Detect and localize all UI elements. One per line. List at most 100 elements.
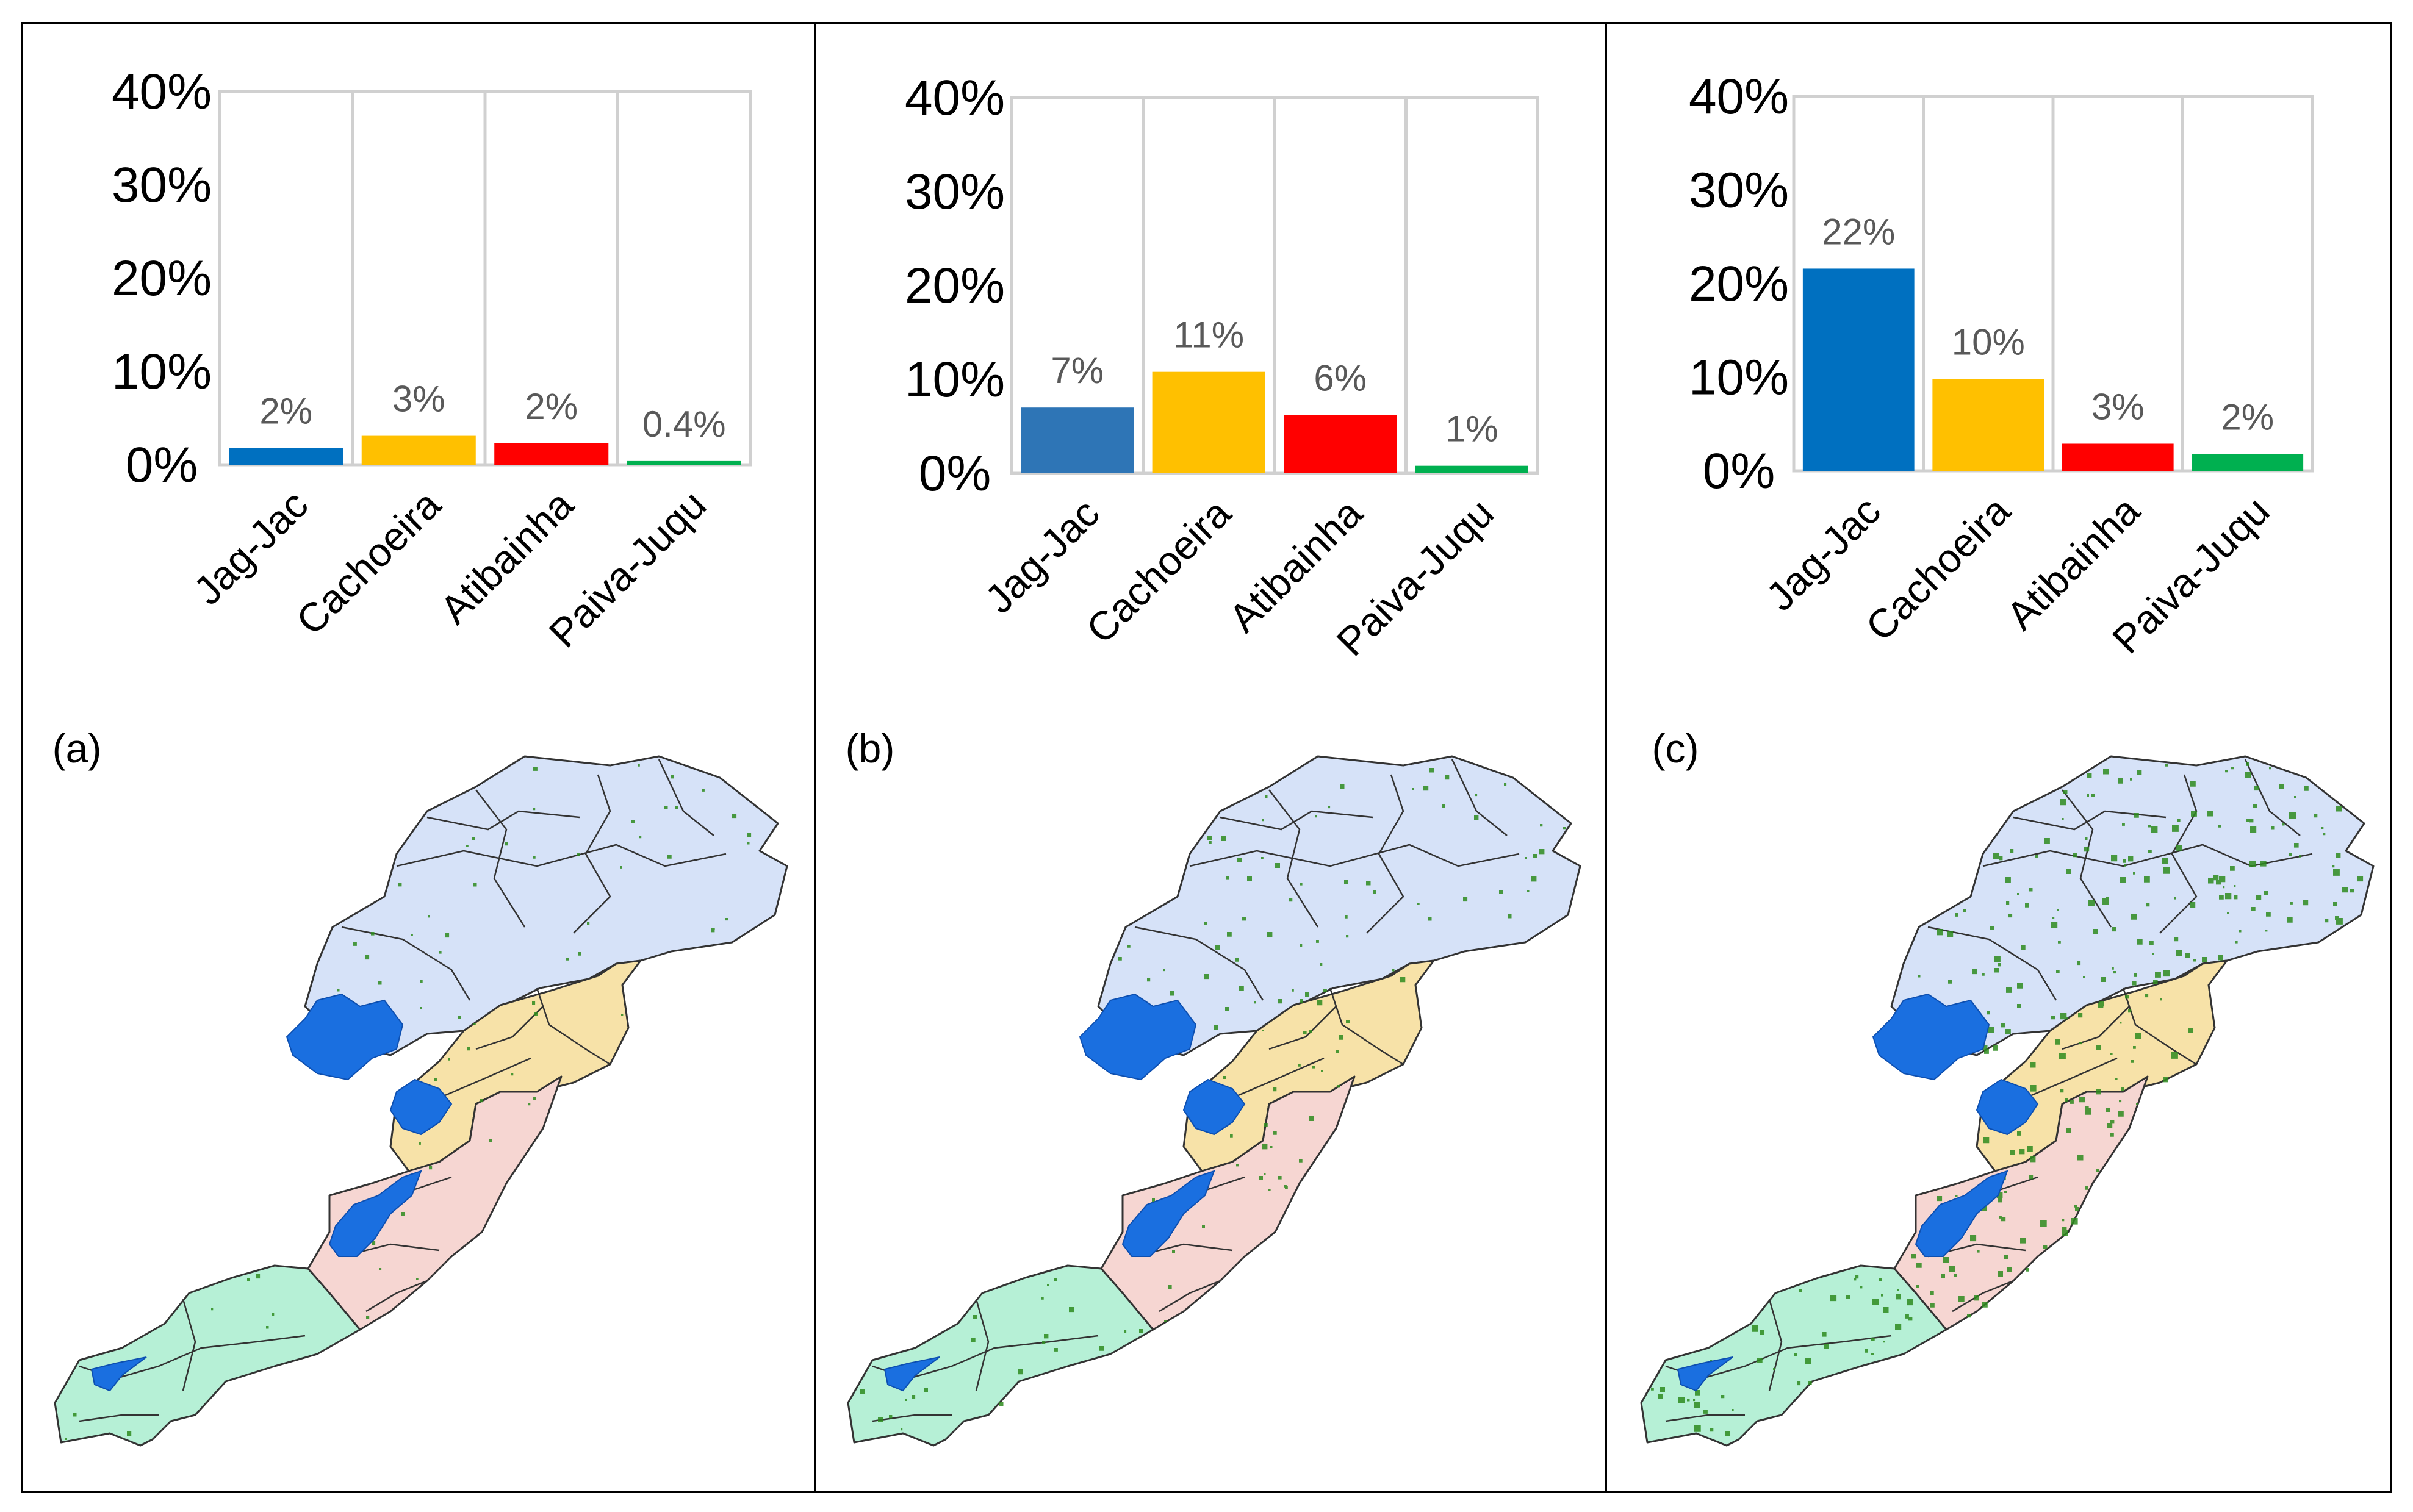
watershed-blue [304,755,788,1056]
watershed-blue [1097,755,1581,1056]
sub-basin-boundary [1927,926,2057,1001]
bar-atibainha [2062,443,2174,471]
sub-basin-boundary [2159,774,2198,934]
y-tick-label: 10% [1689,350,1789,406]
y-tick-label: 0% [126,437,198,493]
sub-basin-boundary [1189,844,1520,867]
reservoir [1677,1356,1733,1392]
y-tick-label: 0% [919,446,991,501]
sub-basin-boundary [2025,1057,2118,1099]
sub-basin-boundary [1268,1006,1337,1050]
panel-frame-c [1605,22,2392,1493]
x-tick-label: Jag-Jac [976,490,1108,622]
panel-label: (b) [846,726,895,771]
reservoir [1976,1078,2039,1136]
y-tick-label: 20% [112,251,212,306]
sub-basin-boundary [439,1057,531,1099]
chart-a: 0%10%20%30%40%2%Jag-Jac3%Cachoeira2%Atib… [52,64,752,771]
data-label: 2% [2221,396,2274,437]
reservoir [1182,1078,1246,1136]
reservoir [286,993,404,1081]
sub-basin-boundary [1232,1057,1325,1099]
watershed-green [54,1264,361,1447]
reservoir [883,1356,940,1392]
y-tick-label: 10% [905,352,1005,407]
bar-paiva-juqu [627,460,741,465]
sub-basin-boundary [975,1299,990,1391]
sub-basin-boundary [475,789,526,928]
reservoir [389,1078,453,1136]
x-tick-label: Jag-Jac [185,482,317,614]
reservoir [1079,993,1197,1081]
y-tick-label: 40% [112,64,212,120]
sub-basin-boundary [1366,774,1404,934]
sub-basin-boundary [1768,1299,1783,1391]
bar-jag-jac [229,448,343,465]
sub-basin-boundary [1159,1280,1221,1313]
reservoir [1121,1170,1215,1257]
y-tick-label: 40% [905,70,1005,126]
panel-label: (c) [1652,726,1699,771]
sub-basin-boundary [396,844,727,867]
x-tick-label: Jag-Jac [1757,488,1889,620]
sub-basin-boundary [1220,810,1373,831]
map-c [1640,755,2375,1447]
bar-jag-jac [1802,268,1915,471]
y-tick-label: 20% [905,258,1005,314]
bar-atibainha [494,443,609,465]
x-tick-label: Cachoeira [287,481,449,643]
sub-basin-boundary [475,1006,544,1050]
data-label: 2% [525,386,578,427]
chart-b: 0%10%20%30%40%7%Jag-Jac11%Cachoeira6%Ati… [846,70,1539,771]
data-label: 2% [259,390,312,431]
data-label: 1% [1445,409,1498,450]
y-tick-label: 10% [112,344,212,399]
panel-label: (a) [52,726,102,771]
sub-basin-boundary [1952,1280,2014,1313]
y-tick-label: 0% [1703,443,1775,499]
bar-atibainha [1284,415,1397,473]
data-label: 7% [1051,350,1104,391]
data-label: 22% [1822,211,1895,252]
reservoir [1915,1170,2008,1257]
reservoir [328,1170,422,1257]
y-tick-label: 30% [1689,163,1789,218]
sub-basin-boundary [2062,789,2112,928]
y-tick-label: 30% [112,157,212,213]
map-a [54,755,788,1447]
watershed-pink [1100,1075,1356,1331]
watershed-pink [1893,1075,2149,1331]
bar-paiva-juqu [2192,454,2304,471]
chart-c: 0%10%20%30%40%22%Jag-Jac10%Cachoeira3%At… [1652,69,2314,771]
sub-basin-boundary [79,1414,159,1422]
y-tick-label: 30% [905,164,1005,220]
bar-jag-jac [1021,407,1134,473]
y-tick-label: 20% [1689,256,1789,312]
data-label: 0.4% [642,404,726,445]
data-label: 10% [1952,322,2025,363]
data-label: 11% [1173,315,1244,356]
map-b [847,755,1581,1447]
data-label: 3% [392,379,445,420]
y-tick-label: 40% [1689,69,1789,124]
data-label: 3% [2091,386,2145,427]
sub-basin-boundary [658,759,714,836]
sub-basin-boundary [1451,759,1508,836]
sub-basin-boundary [426,810,580,831]
data-label: 6% [1314,358,1367,399]
bar-cachoeira [361,435,476,465]
reservoir [90,1356,147,1392]
bar-cachoeira [1932,379,2044,471]
sub-basin-boundary [1268,789,1319,928]
bar-cachoeira [1152,371,1265,473]
sub-basin-boundary [182,1299,196,1391]
sub-basin-boundary [365,1280,428,1313]
sub-basin-boundary [573,774,611,934]
reservoir [1872,993,1990,1081]
x-tick-label: Cachoeira [1077,490,1239,651]
sub-basin-boundary [2062,1006,2130,1050]
sub-basin-boundary [1665,1414,1745,1422]
watershed-green [847,1264,1154,1447]
